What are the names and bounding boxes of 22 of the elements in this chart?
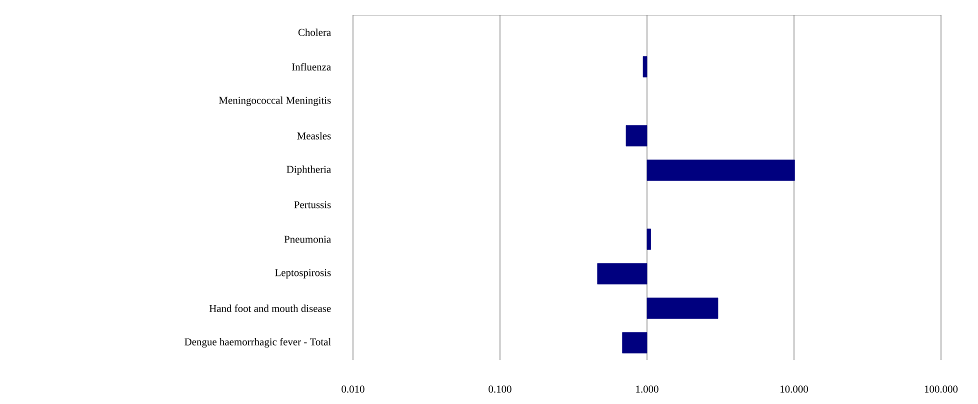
y-tick-label: Pneumonia [284,236,331,243]
x-tick-label: 10.000 [780,386,808,393]
bar [646,298,718,319]
x-tick-label: 100.000 [924,386,958,393]
x-tick-label: 0.100 [488,386,512,393]
x-tick-label: 0.010 [342,386,364,393]
y-tick-label: Dengue haemorrhagic fever - Total [184,338,331,348]
bar [642,56,648,78]
bar [622,332,648,354]
y-tick-label: Influenza [292,63,331,70]
bar [626,125,648,146]
y-tick-label: Hand foot and mouth disease [209,304,331,312]
bar [646,228,651,250]
y-tick-label: Measles [297,132,331,140]
bar [646,160,795,181]
y-tick-label: Pertussis [294,201,331,208]
x-tick-label: 1.000 [636,386,658,393]
bar [597,263,648,284]
y-tick-label: Diphtheria [286,166,331,175]
y-tick-label: Leptospirosis [275,269,331,278]
y-tick-label: Cholera [298,28,331,36]
y-tick-label: Meningococcal Meningitis [218,96,331,106]
